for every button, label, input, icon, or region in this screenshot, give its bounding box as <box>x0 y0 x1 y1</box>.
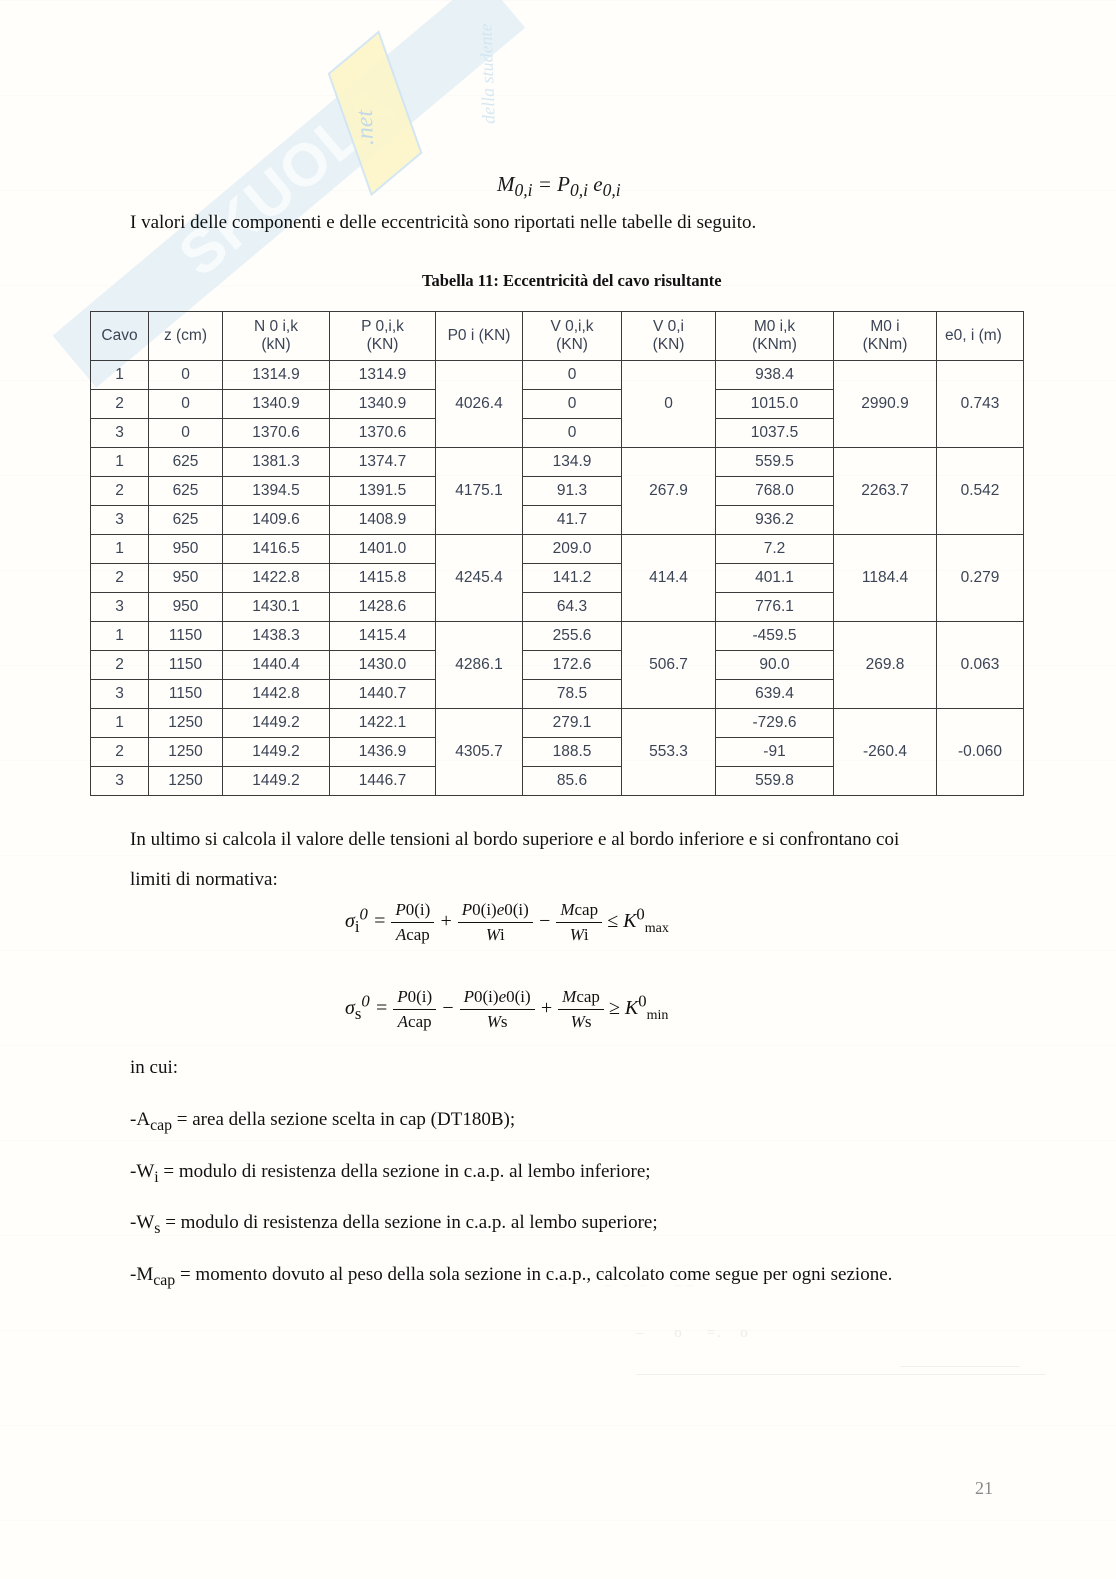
svg-text:della studente: della studente <box>475 23 498 124</box>
svg-text:.net: .net <box>352 108 379 146</box>
